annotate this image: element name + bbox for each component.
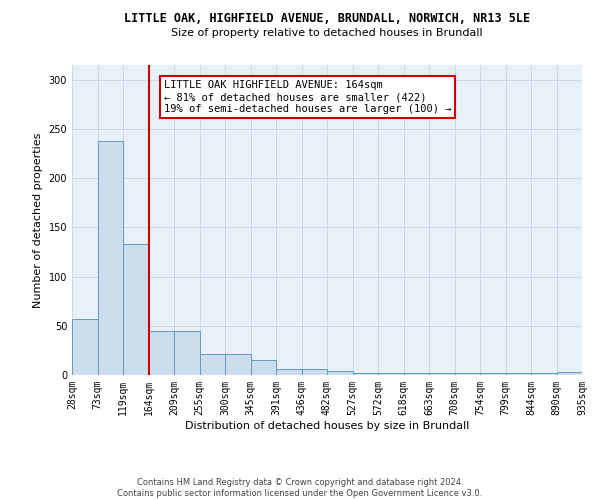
Bar [149, 330, 174, 375]
Bar [302, 369, 327, 375]
Bar [480, 373, 505, 375]
Text: LITTLE OAK HIGHFIELD AVENUE: 164sqm
← 81% of detached houses are smaller (422)
1: LITTLE OAK HIGHFIELD AVENUE: 164sqm ← 81… [164, 80, 451, 114]
Bar [174, 330, 199, 375]
Bar [378, 373, 404, 375]
Bar [123, 244, 149, 375]
Bar [72, 319, 97, 375]
Bar [97, 141, 123, 375]
Bar [531, 373, 557, 375]
Text: LITTLE OAK, HIGHFIELD AVENUE, BRUNDALL, NORWICH, NR13 5LE: LITTLE OAK, HIGHFIELD AVENUE, BRUNDALL, … [124, 12, 530, 26]
Bar [199, 354, 225, 375]
Bar [353, 373, 378, 375]
Bar [429, 373, 455, 375]
Text: Size of property relative to detached houses in Brundall: Size of property relative to detached ho… [171, 28, 483, 38]
Bar [455, 373, 480, 375]
Bar [225, 354, 251, 375]
Bar [251, 360, 276, 375]
Bar [404, 373, 429, 375]
Bar [276, 369, 302, 375]
Bar [557, 372, 582, 375]
Bar [327, 371, 353, 375]
Y-axis label: Number of detached properties: Number of detached properties [33, 132, 43, 308]
X-axis label: Distribution of detached houses by size in Brundall: Distribution of detached houses by size … [185, 420, 469, 430]
Text: Contains HM Land Registry data © Crown copyright and database right 2024.
Contai: Contains HM Land Registry data © Crown c… [118, 478, 482, 498]
Bar [505, 373, 531, 375]
